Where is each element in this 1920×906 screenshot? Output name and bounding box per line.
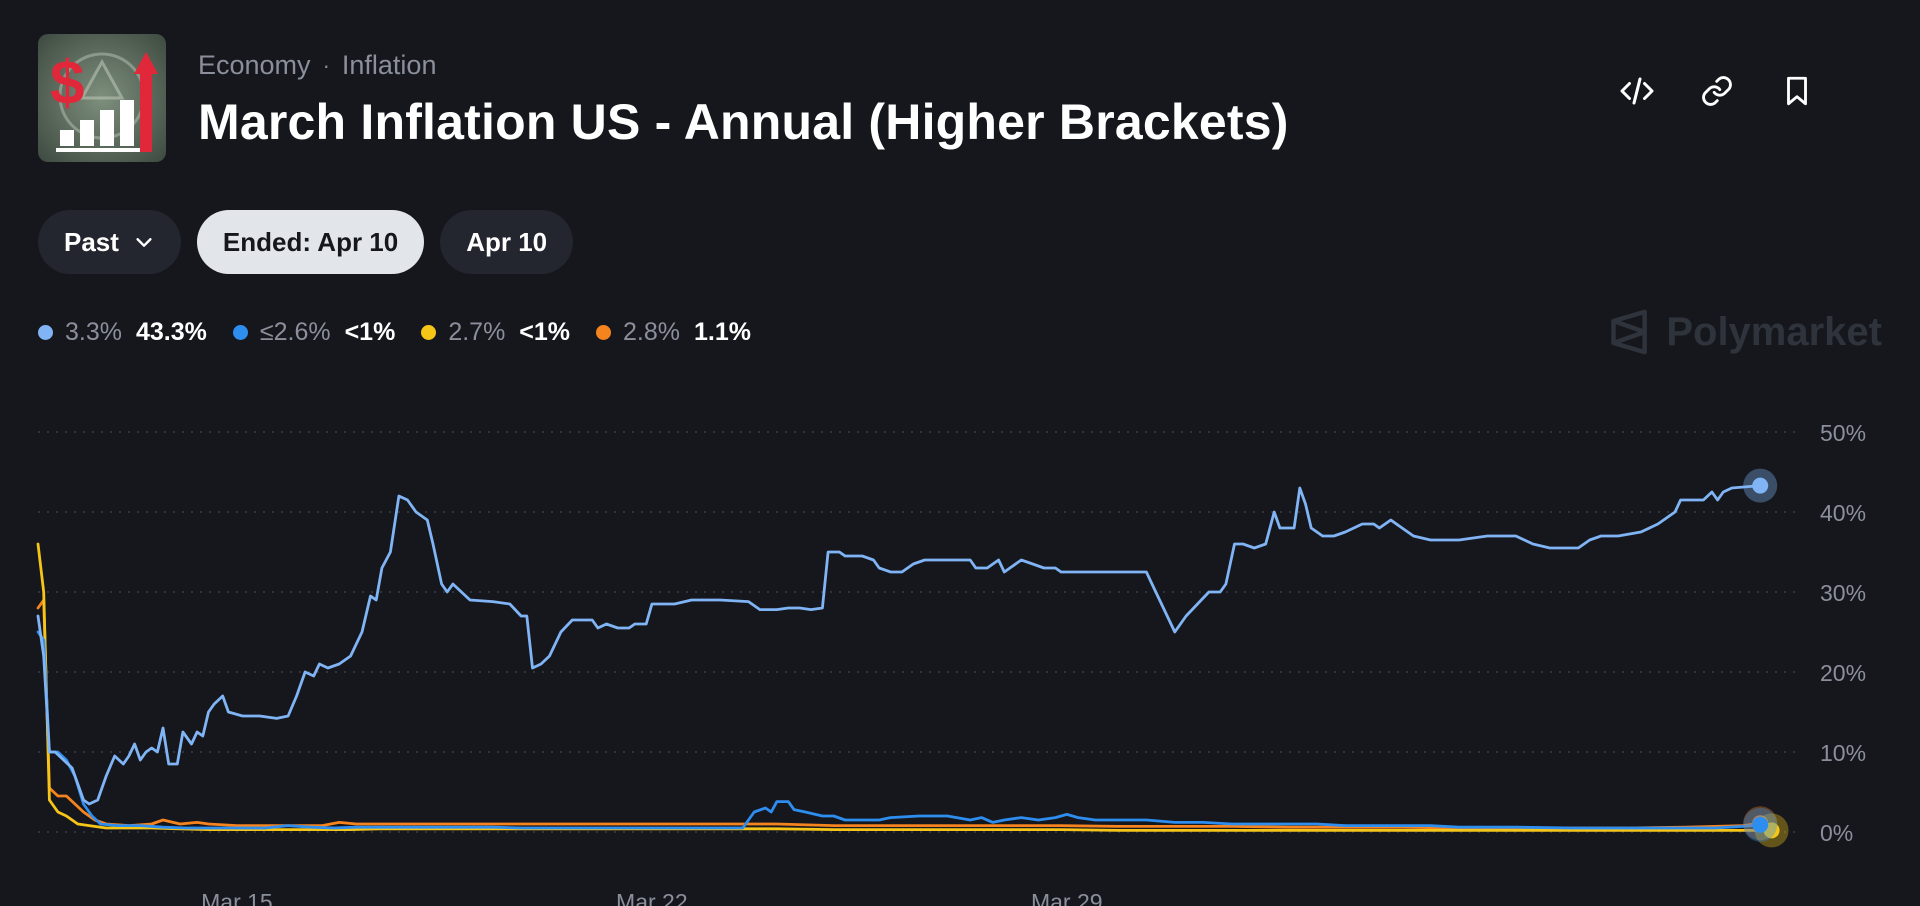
legend-item[interactable]: 3.3% 43.3% <box>38 318 207 347</box>
legend-value: 43.3% <box>135 318 207 346</box>
brand-name: Polymarket <box>1666 309 1882 354</box>
market-header: $ Economy · Inflation March Inflation US… <box>38 34 1289 162</box>
bookmark-icon <box>1787 76 1807 106</box>
breadcrumb-subcategory[interactable]: Inflation <box>341 50 437 80</box>
legend-item[interactable]: 2.7% <1% <box>421 318 570 347</box>
legend-value: <1% <box>519 318 571 346</box>
chart-legend: 3.3% 43.3% ≤2.6% <1% 2.7% <1% 2.8% 1.1% <box>38 318 777 347</box>
legend-dot <box>38 325 53 340</box>
breadcrumb-separator: · <box>322 52 330 78</box>
breadcrumb: Economy · Inflation <box>198 50 1289 81</box>
legend-dot <box>232 325 248 340</box>
embed-button[interactable] <box>1618 72 1656 110</box>
legend-dot <box>421 325 437 340</box>
series-line <box>36 542 1773 832</box>
series-line <box>36 630 1762 830</box>
page-title: March Inflation US - Annual (Higher Brac… <box>198 94 1289 150</box>
svg-text:$: $ <box>50 49 84 118</box>
x-tick-label: Mar 22 <box>616 889 688 906</box>
y-tick-label: 50% <box>1820 420 1866 446</box>
series-end-point[interactable] <box>1752 816 1769 833</box>
inflation-chart-icon: $ <box>38 34 166 162</box>
y-tick-label: 40% <box>1820 500 1866 526</box>
range-label: Past <box>64 226 119 257</box>
legend-item[interactable]: ≤2.6% <1% <box>232 318 396 347</box>
series-end-point[interactable] <box>1752 477 1769 494</box>
breadcrumb-category[interactable]: Economy <box>198 50 311 80</box>
series-line <box>36 598 1762 830</box>
y-tick-label: 20% <box>1820 660 1866 686</box>
legend-name: 2.8% <box>623 318 681 346</box>
x-tick-label: Mar 29 <box>1031 889 1103 906</box>
bookmark-button[interactable] <box>1778 72 1816 110</box>
code-icon <box>1620 77 1654 105</box>
polymarket-logo-icon <box>1611 309 1648 355</box>
copy-link-button[interactable] <box>1698 72 1736 110</box>
y-tick-label: 30% <box>1820 580 1866 606</box>
x-tick-label: Mar 15 <box>201 889 273 906</box>
legend-item[interactable]: 2.8% 1.1% <box>596 318 751 347</box>
chevron-down-icon <box>136 238 152 247</box>
legend-name: 2.7% <box>448 318 506 346</box>
date-pill[interactable]: Apr 10 <box>440 210 574 274</box>
legend-value: 1.1% <box>694 318 751 346</box>
ended-date-pill[interactable]: Ended: Apr 10 <box>196 210 425 274</box>
y-tick-label: 0% <box>1820 820 1853 846</box>
legend-name: ≤2.6% <box>259 318 331 346</box>
filter-pills: Past Ended: Apr 10 Apr 10 <box>38 210 574 274</box>
header-actions <box>1618 72 1816 110</box>
polymarket-brand: Polymarket <box>1608 308 1882 356</box>
link-icon <box>1702 76 1732 106</box>
legend-dot <box>596 325 612 340</box>
series-line <box>36 484 1762 806</box>
y-tick-label: 10% <box>1820 740 1866 766</box>
legend-name: 3.3% <box>65 318 122 346</box>
legend-value: <1% <box>344 318 396 346</box>
range-dropdown[interactable]: Past <box>38 210 181 274</box>
